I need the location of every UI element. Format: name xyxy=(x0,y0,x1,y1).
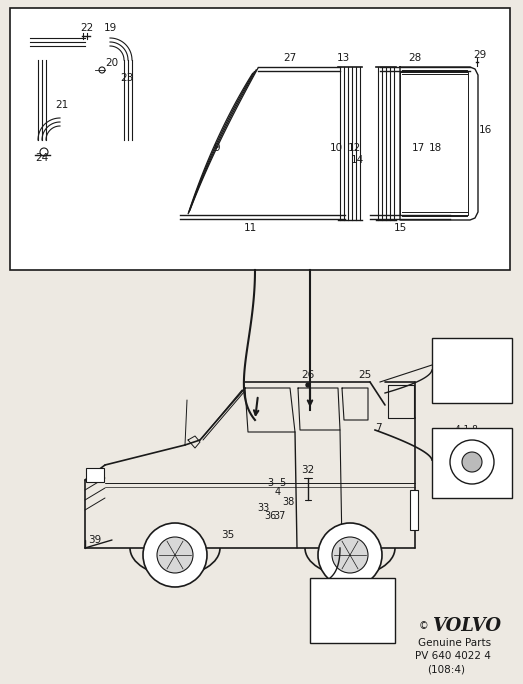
Bar xyxy=(10,8,510,270)
Text: 37: 37 xyxy=(274,511,286,521)
Text: 19: 19 xyxy=(104,23,117,33)
Text: 32: 32 xyxy=(301,465,315,475)
Text: 31: 31 xyxy=(470,345,484,355)
Text: (108:4): (108:4) xyxy=(427,664,465,674)
Bar xyxy=(310,578,395,643)
Text: 39: 39 xyxy=(88,535,101,545)
Text: 14: 14 xyxy=(350,155,363,165)
Text: VOLVO: VOLVO xyxy=(432,617,501,635)
Text: 13: 13 xyxy=(336,53,349,63)
Text: 9: 9 xyxy=(214,143,220,153)
Text: 12: 12 xyxy=(347,143,361,153)
Text: 28: 28 xyxy=(408,53,422,63)
Bar xyxy=(432,428,512,498)
Bar xyxy=(410,490,418,530)
Bar xyxy=(86,468,104,482)
Text: 35: 35 xyxy=(221,530,235,540)
Text: 25: 25 xyxy=(358,370,372,380)
Circle shape xyxy=(99,67,105,73)
Text: 17: 17 xyxy=(412,143,425,153)
Text: 26: 26 xyxy=(301,370,315,380)
Text: 21: 21 xyxy=(55,100,69,110)
Text: 34: 34 xyxy=(345,581,359,591)
Text: 4 1 8: 4 1 8 xyxy=(454,425,477,434)
Text: Genuine Parts: Genuine Parts xyxy=(418,638,492,648)
Text: 10: 10 xyxy=(329,143,343,153)
Circle shape xyxy=(306,383,310,387)
Text: 16: 16 xyxy=(479,125,492,135)
Text: 7: 7 xyxy=(374,423,381,433)
Text: 38: 38 xyxy=(282,497,294,507)
Text: 1: 1 xyxy=(157,530,163,540)
Text: PV 640 4022 4: PV 640 4022 4 xyxy=(415,651,491,661)
Text: 33: 33 xyxy=(257,503,269,513)
Circle shape xyxy=(40,148,48,156)
Circle shape xyxy=(450,440,494,484)
Text: 22: 22 xyxy=(81,23,94,33)
Circle shape xyxy=(332,537,368,573)
Circle shape xyxy=(143,523,207,587)
Text: ©: © xyxy=(418,621,428,631)
Text: 18: 18 xyxy=(428,143,441,153)
Text: 27: 27 xyxy=(283,53,297,63)
Text: 30: 30 xyxy=(444,345,457,355)
Text: 23: 23 xyxy=(120,73,133,83)
Text: 20: 20 xyxy=(106,58,119,68)
Text: 4: 4 xyxy=(275,487,281,497)
Text: 29: 29 xyxy=(473,50,486,60)
Text: 36: 36 xyxy=(264,511,276,521)
Text: 15: 15 xyxy=(393,223,406,233)
Text: 24: 24 xyxy=(36,153,49,163)
Bar xyxy=(432,338,512,403)
Circle shape xyxy=(462,452,482,472)
Circle shape xyxy=(318,523,382,587)
Text: 11: 11 xyxy=(243,223,257,233)
Circle shape xyxy=(157,537,193,573)
Text: 3: 3 xyxy=(267,478,273,488)
Text: 5: 5 xyxy=(279,478,285,488)
